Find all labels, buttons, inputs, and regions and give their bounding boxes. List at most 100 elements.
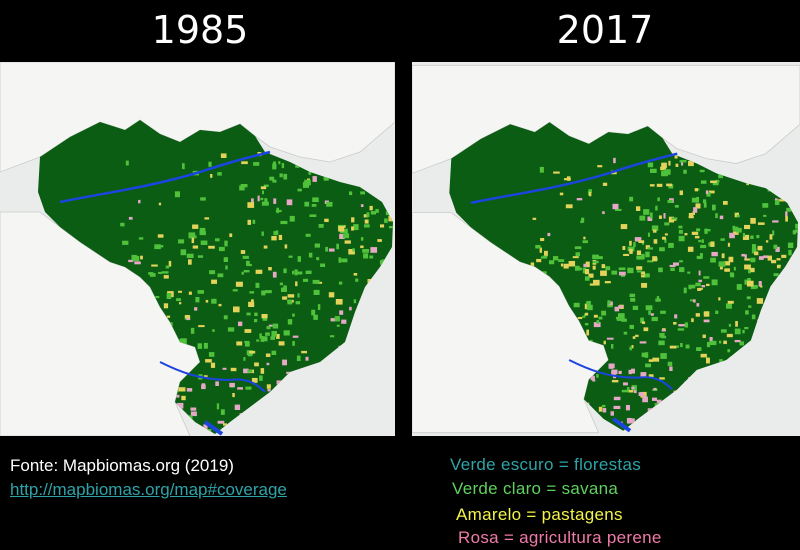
land-cover-patch <box>254 319 258 323</box>
land-cover-patch <box>540 256 546 259</box>
land-cover-patch <box>240 250 246 254</box>
land-cover-patch <box>696 347 702 351</box>
land-cover-patch <box>597 165 603 168</box>
land-cover-patch <box>776 258 781 261</box>
land-cover-patch <box>203 375 208 378</box>
land-cover-patch <box>644 352 649 358</box>
land-cover-patch <box>186 388 193 392</box>
land-cover-patch <box>613 405 621 410</box>
land-cover-patch <box>286 199 293 206</box>
land-cover-patch <box>744 224 751 230</box>
land-cover-patch <box>709 337 713 343</box>
land-cover-patch <box>618 267 626 271</box>
land-cover-patch <box>364 219 369 224</box>
land-cover-patch <box>631 386 635 390</box>
land-cover-patch <box>229 382 235 388</box>
land-cover-patch <box>224 240 228 247</box>
land-cover-patch <box>673 321 677 325</box>
land-cover-patch <box>351 226 354 231</box>
land-cover-patch <box>688 212 694 218</box>
land-cover-patch <box>380 224 385 228</box>
land-cover-patch <box>182 163 185 170</box>
land-cover-patch <box>218 246 225 252</box>
land-cover-patch <box>601 404 606 408</box>
land-cover-patch <box>532 217 537 220</box>
land-cover-patch <box>607 303 613 308</box>
land-cover-patch <box>689 299 695 302</box>
land-cover-patch <box>318 224 324 228</box>
land-cover-patch <box>691 197 698 203</box>
land-cover-patch <box>218 303 222 307</box>
land-cover-patch <box>574 265 580 271</box>
land-cover-patch <box>230 367 237 372</box>
land-cover-patch <box>725 303 732 309</box>
land-cover-patch <box>698 239 702 243</box>
land-cover-patch <box>629 293 636 298</box>
land-cover-patch <box>611 370 617 375</box>
land-cover-patch <box>661 162 667 169</box>
land-cover-patch <box>632 336 636 339</box>
land-cover-patch <box>608 363 615 369</box>
land-cover-patch <box>276 334 280 339</box>
legend-perennial: Rosa = agricultura perene <box>458 528 662 547</box>
land-cover-patch <box>631 368 635 374</box>
land-cover-patch <box>229 233 233 237</box>
land-cover-patch <box>586 304 593 311</box>
land-cover-patch <box>598 406 603 412</box>
land-cover-patch <box>209 270 216 275</box>
land-cover-patch <box>726 333 733 338</box>
land-cover-patch <box>190 407 197 411</box>
land-cover-patch <box>208 352 215 357</box>
land-cover-patch <box>645 251 650 258</box>
land-cover-patch <box>140 255 143 260</box>
land-cover-patch <box>658 215 662 219</box>
land-cover-patch <box>720 329 727 333</box>
land-cover-patch <box>742 232 745 237</box>
land-cover-patch <box>308 171 312 175</box>
land-cover-patch <box>636 255 643 260</box>
land-cover-patch <box>246 263 252 267</box>
land-cover-patch <box>627 267 634 274</box>
land-cover-patch <box>668 216 675 223</box>
land-cover-patch <box>647 232 650 237</box>
land-cover-patch <box>563 178 571 181</box>
land-cover-patch <box>278 161 281 165</box>
land-cover-patch <box>536 258 542 263</box>
land-cover-patch <box>602 182 608 186</box>
land-cover-patch <box>727 349 731 353</box>
land-cover-patch <box>721 253 725 259</box>
land-cover-patch <box>640 271 645 275</box>
land-cover-patch <box>302 182 309 188</box>
land-cover-patch <box>656 399 662 404</box>
land-cover-patch <box>746 296 751 300</box>
land-cover-patch <box>271 350 277 355</box>
land-cover-patch <box>267 389 271 392</box>
land-cover-patch <box>705 357 710 364</box>
land-cover-patch <box>769 234 773 240</box>
land-cover-patch <box>238 321 243 327</box>
land-cover-patch <box>345 228 348 234</box>
land-cover-patch <box>273 198 277 204</box>
land-cover-patch <box>660 310 666 314</box>
land-cover-patch <box>701 285 706 288</box>
lagoon <box>612 417 632 433</box>
land-cover-patch <box>589 191 592 197</box>
land-cover-patch <box>625 404 630 411</box>
land-cover-patch <box>643 273 650 278</box>
land-cover-patch <box>598 316 603 320</box>
land-cover-patch <box>560 263 564 267</box>
land-cover-patch <box>612 376 617 379</box>
land-cover-patch <box>608 301 613 306</box>
land-cover-patch <box>648 374 654 378</box>
land-cover-patch <box>313 314 318 320</box>
land-cover-patch <box>710 180 717 184</box>
land-cover-patch <box>650 313 654 316</box>
land-cover-patch <box>313 289 320 295</box>
land-cover-patch <box>190 327 195 334</box>
land-cover-patch <box>745 310 749 315</box>
land-cover-patch <box>565 204 573 209</box>
land-cover-patch <box>539 166 544 173</box>
land-cover-patch <box>652 357 660 362</box>
land-cover-patch <box>360 237 364 241</box>
source-link[interactable]: http://mapbiomas.org/map#coverage <box>10 480 287 499</box>
